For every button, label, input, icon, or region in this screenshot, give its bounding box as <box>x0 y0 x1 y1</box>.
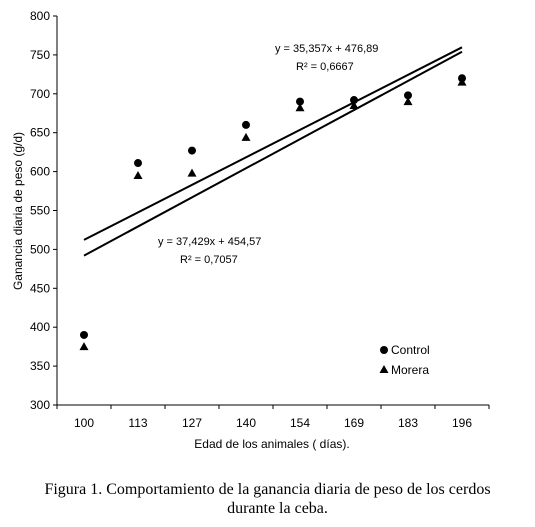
y-tick-label: 450 <box>30 281 50 295</box>
control-equation: y = 35,357x + 476,89 <box>275 43 378 55</box>
trendline-control <box>83 46 463 241</box>
x-tick-label: 196 <box>452 416 472 430</box>
y-tick-label: 750 <box>30 48 50 62</box>
x-tick-label: 183 <box>398 416 418 430</box>
y-tick-label: 800 <box>30 9 50 23</box>
y-axis-title: Ganancia diaria de peso (g/d) <box>11 132 25 290</box>
y-tick-label: 300 <box>30 398 50 412</box>
y-tick-label: 700 <box>30 87 50 101</box>
morera-equation: y = 37,429x + 454,57 <box>158 236 261 248</box>
y-ticks: 300 350 400 450 500 550 600 650 700 750 800 <box>30 9 57 412</box>
point-morera <box>187 168 197 177</box>
point-control <box>134 159 142 168</box>
y-tick-label: 350 <box>30 359 50 373</box>
trendline-morera <box>83 50 463 257</box>
x-tick-label: 127 <box>182 416 202 430</box>
point-control <box>188 146 196 155</box>
point-control <box>296 97 304 106</box>
figure-caption: Figura 1. Comportamiento de la ganancia … <box>0 480 535 518</box>
control-r2: R² = 0,6667 <box>296 61 354 73</box>
y-tick-label: 550 <box>30 204 50 218</box>
x-axis-title: Edad de los animales ( días). <box>194 437 349 451</box>
point-morera <box>133 170 143 179</box>
point-morera <box>457 77 467 86</box>
point-morera <box>79 342 89 351</box>
point-control <box>242 120 250 129</box>
x-tick-label: 169 <box>344 416 364 430</box>
trendlines <box>83 46 463 257</box>
caption-line-1: Figura 1. Comportamiento de la ganancia … <box>44 481 491 498</box>
caption-line-2: durante la ceba. <box>227 500 328 517</box>
point-control <box>80 330 88 339</box>
legend-morera-label: Morera <box>391 363 429 377</box>
x-ticks: 100 113 127 140 154 169 183 196 <box>56 405 490 430</box>
point-control <box>350 96 358 105</box>
y-tick-label: 650 <box>30 126 50 140</box>
x-tick-label: 100 <box>74 416 94 430</box>
x-tick-label: 113 <box>128 416 147 430</box>
legend-morera-marker <box>379 365 389 373</box>
data-points <box>79 74 467 351</box>
chart: 300 350 400 450 500 550 600 650 700 750 800 100 113… <box>11 9 490 451</box>
legend-control-label: Control <box>391 343 430 357</box>
morera-r2: R² = 0,7057 <box>180 254 238 266</box>
legend-control-marker <box>380 346 388 354</box>
x-tick-label: 154 <box>290 416 310 430</box>
x-tick-label: 140 <box>236 416 256 430</box>
point-control <box>404 91 412 100</box>
y-tick-label: 400 <box>30 320 50 334</box>
legend: Control Morera <box>379 343 430 377</box>
point-morera <box>349 100 359 109</box>
y-tick-label: 500 <box>30 242 50 256</box>
point-morera <box>403 97 413 106</box>
point-morera <box>241 132 251 141</box>
point-morera <box>295 103 305 112</box>
y-tick-label: 600 <box>30 165 50 179</box>
